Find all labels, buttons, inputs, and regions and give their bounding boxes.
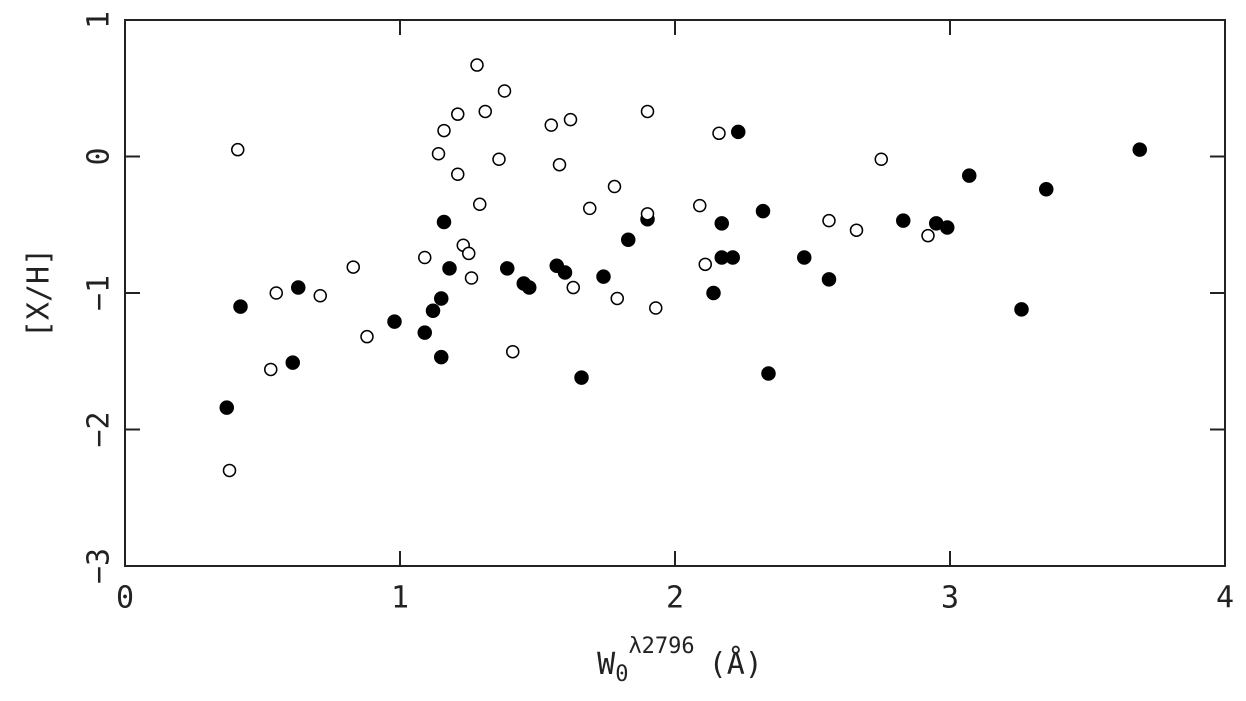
open-point	[649, 301, 663, 315]
filled-point	[706, 285, 721, 301]
x-tick-label: 0	[116, 581, 134, 616]
open-point	[607, 179, 622, 194]
filled-point	[436, 214, 452, 230]
filled-point	[557, 265, 573, 280]
filled-point	[962, 168, 977, 183]
open-point	[552, 157, 567, 172]
open-point	[264, 362, 278, 377]
open-point	[313, 288, 327, 303]
plot-frame	[124, 19, 1226, 567]
y-axis-label: [X/H]	[22, 248, 57, 338]
filled-point	[821, 272, 837, 287]
open-point	[497, 84, 512, 98]
filled-point	[434, 291, 449, 306]
open-point	[712, 126, 726, 141]
filled-point	[387, 314, 402, 329]
open-point	[849, 223, 864, 237]
filled-point	[1039, 182, 1054, 197]
filled-point	[500, 261, 515, 276]
filled-point	[522, 280, 537, 295]
open-point	[506, 344, 520, 359]
open-point	[478, 104, 492, 119]
filled-point	[425, 303, 441, 318]
x-tick-label: 3	[941, 581, 959, 616]
open-point	[610, 291, 624, 306]
filled-point	[285, 355, 300, 370]
x-tick-label: 2	[666, 581, 684, 616]
open-point	[451, 167, 465, 181]
open-point	[231, 142, 245, 157]
x-axis-label: W0λ2796 (Å)	[597, 634, 763, 687]
open-point	[698, 257, 712, 272]
filled-point	[574, 370, 589, 385]
y-tick-label: −1	[82, 275, 117, 311]
y-tick-label: 0	[82, 147, 117, 165]
open-point	[470, 58, 484, 72]
open-point	[640, 104, 655, 119]
open-point	[360, 329, 374, 344]
filled-point	[797, 250, 812, 265]
open-point	[492, 152, 506, 166]
filled-point	[1014, 302, 1029, 317]
y-tick-label: 1	[82, 11, 117, 29]
filled-point	[233, 299, 248, 314]
filled-point	[761, 366, 776, 381]
filled-point	[714, 216, 729, 231]
filled-point	[219, 400, 234, 415]
x-tick-label: 1	[391, 581, 409, 616]
open-point	[583, 201, 597, 216]
open-point	[822, 213, 836, 228]
filled-point	[291, 280, 306, 295]
x-tick-label: 4	[1216, 581, 1234, 616]
filled-point	[621, 232, 636, 248]
open-point	[563, 112, 578, 127]
y-tick-label: −3	[82, 548, 117, 584]
filled-point	[896, 213, 911, 228]
filled-point	[442, 261, 457, 276]
open-point	[640, 207, 655, 221]
filled-point	[1132, 142, 1147, 157]
x-label-base: W	[597, 647, 616, 682]
filled-point	[731, 124, 746, 140]
open-point	[451, 107, 465, 121]
open-point	[693, 198, 707, 213]
filled-point	[417, 325, 432, 340]
y-tick-label: −2	[82, 411, 117, 447]
filled-point	[755, 203, 771, 219]
open-point	[269, 286, 283, 300]
open-point	[921, 228, 935, 243]
open-point	[566, 280, 580, 295]
filled-point	[725, 250, 740, 265]
filled-point	[434, 349, 449, 365]
open-point	[346, 260, 360, 274]
open-point	[431, 147, 446, 161]
open-point	[222, 463, 237, 478]
x-label-sup: λ2796	[628, 634, 694, 659]
open-point	[462, 246, 476, 261]
open-point	[418, 250, 432, 265]
open-point	[437, 123, 451, 138]
open-point	[874, 152, 888, 166]
x-label-sub: 0	[615, 662, 628, 687]
open-point	[473, 197, 487, 212]
x-label-unit: (Å)	[709, 646, 763, 682]
open-point	[544, 118, 558, 132]
filled-point	[940, 220, 955, 235]
open-point	[464, 271, 479, 285]
filled-point	[596, 269, 611, 284]
